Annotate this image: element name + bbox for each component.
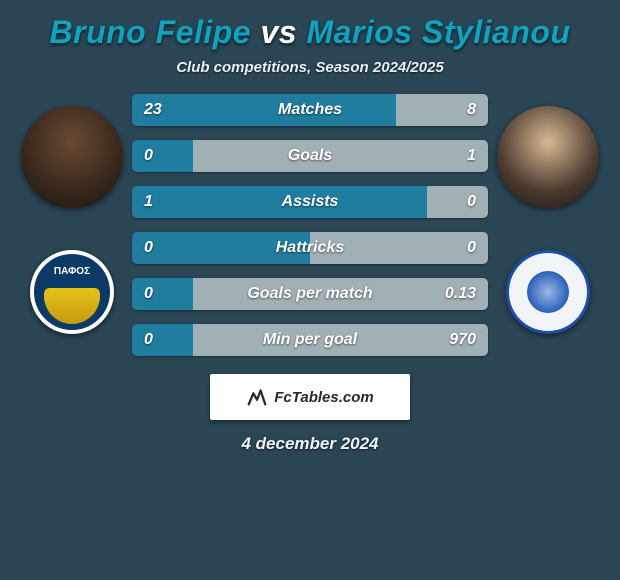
stat-row: 10Assists bbox=[132, 186, 488, 218]
stat-row: 238Matches bbox=[132, 94, 488, 126]
stat-bars: 238Matches 01Goals 10Assists 00Hattricks 00.… bbox=[132, 94, 488, 356]
player2-club-badge bbox=[506, 250, 590, 334]
stat-label: Assists bbox=[132, 186, 488, 218]
stat-row: 00.13Goals per match bbox=[132, 278, 488, 310]
player1-avatar bbox=[21, 106, 123, 208]
right-side bbox=[488, 94, 608, 334]
stat-label: Goals per match bbox=[132, 278, 488, 310]
stat-label: Min per goal bbox=[132, 324, 488, 356]
date-label: 4 december 2024 bbox=[0, 434, 620, 454]
fctables-logo-icon bbox=[246, 386, 268, 408]
stat-label: Hattricks bbox=[132, 232, 488, 264]
comparison-body: 238Matches 01Goals 10Assists 00Hattricks 00.… bbox=[0, 94, 620, 356]
stat-row: 0970Min per goal bbox=[132, 324, 488, 356]
page-title: Bruno Felipe vs Marios Stylianou bbox=[0, 10, 620, 59]
attribution-box: FcTables.com bbox=[210, 374, 410, 420]
stat-label: Matches bbox=[132, 94, 488, 126]
comparison-card: Bruno Felipe vs Marios Stylianou Club co… bbox=[0, 0, 620, 454]
vs-separator: vs bbox=[260, 14, 297, 50]
player1-name: Bruno Felipe bbox=[50, 14, 252, 50]
player2-avatar bbox=[497, 106, 599, 208]
attribution-text: FcTables.com bbox=[274, 389, 373, 406]
stat-label: Goals bbox=[132, 140, 488, 172]
subtitle: Club competitions, Season 2024/2025 bbox=[0, 59, 620, 94]
stat-row: 00Hattricks bbox=[132, 232, 488, 264]
player2-name: Marios Stylianou bbox=[306, 14, 570, 50]
stat-row: 01Goals bbox=[132, 140, 488, 172]
player1-club-badge bbox=[30, 250, 114, 334]
left-side bbox=[12, 94, 132, 334]
